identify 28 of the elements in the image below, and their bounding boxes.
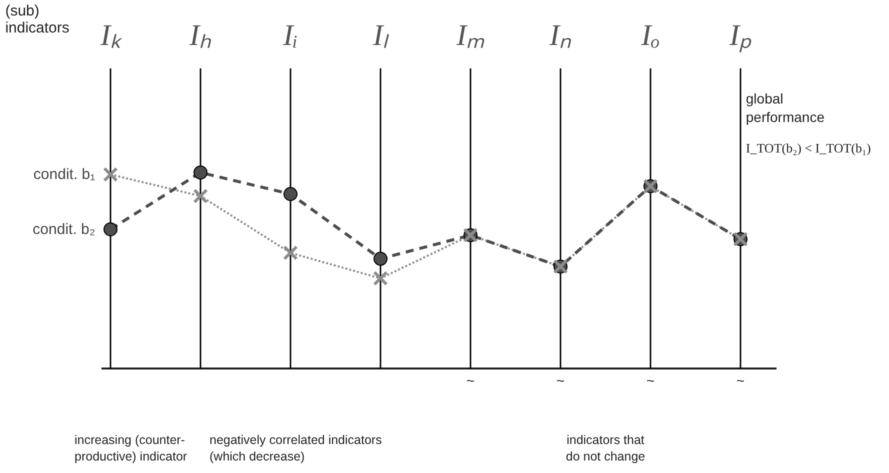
text: ~ xyxy=(466,372,475,388)
x-tick-label: Iᵢ xyxy=(282,19,298,52)
point xyxy=(192,188,208,204)
point xyxy=(282,245,298,260)
point xyxy=(194,166,208,180)
x-axis-title: (sub) indicators xyxy=(5,2,70,36)
text: increasing (counter- productive) indicator xyxy=(74,433,188,464)
text: global performance xyxy=(746,90,825,125)
text: negatively correlated indicators (which decrease) xyxy=(210,433,382,464)
x-tick-label: Iₕ xyxy=(188,19,212,52)
x-tick-label: Iₘ xyxy=(456,19,485,52)
series-label: condit. b₂ xyxy=(32,220,96,238)
point xyxy=(104,222,118,236)
x-tick-label: Iₖ xyxy=(100,19,122,52)
point xyxy=(374,252,388,266)
x-tick-label: Iₗ xyxy=(372,19,390,52)
x-tick-label: Iₒ xyxy=(640,19,660,52)
x-tick-label: Iₙ xyxy=(548,19,572,52)
text: I_TOT(b₂) < I_TOT(b₁) xyxy=(746,140,871,156)
point xyxy=(284,187,298,202)
text: indicators that do not change xyxy=(566,433,646,464)
text: ~ xyxy=(646,372,655,388)
series-label: condit. b₁ xyxy=(33,166,96,183)
text: ~ xyxy=(736,372,745,388)
text: ~ xyxy=(556,372,565,388)
point xyxy=(102,166,118,182)
x-tick-label: Iₚ xyxy=(728,19,752,53)
point xyxy=(372,270,388,286)
